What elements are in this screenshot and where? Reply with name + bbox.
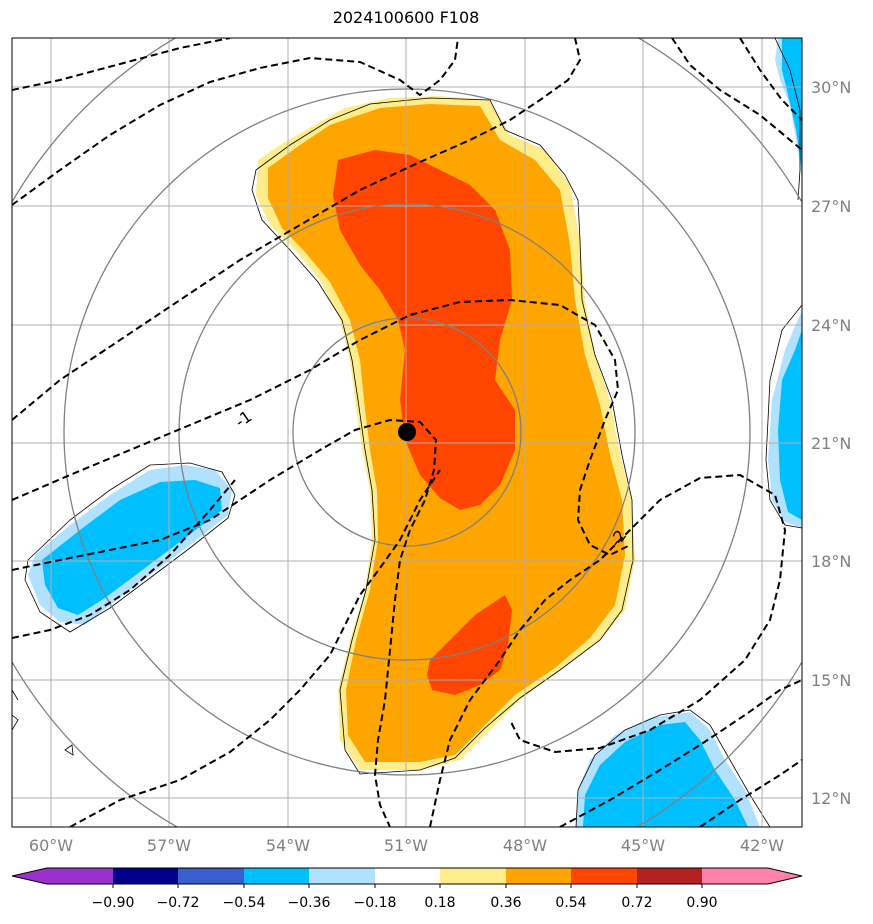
colorbar-label: 0.36 [490, 895, 521, 911]
lat-tick-label: 24°N [811, 316, 851, 335]
colorbar-label: −0.54 [223, 895, 266, 911]
colorbar-segment [571, 868, 637, 884]
lat-tick-label: 30°N [811, 78, 851, 97]
map-plot-area: -1 -2 [12, 38, 802, 827]
lat-tick-label: 18°N [811, 552, 851, 571]
colorbar-segment [702, 868, 768, 884]
dashed-contour-lines [12, 38, 802, 827]
colorbar-label: −0.36 [288, 895, 331, 911]
colorbar-segment [768, 868, 802, 884]
colorbar-label: −0.90 [92, 895, 135, 911]
colorbar-labels: −0.90 −0.72 −0.54 −0.36 −0.18 0.18 0.36 … [92, 895, 718, 911]
longitude-tick-labels: 60°W 57°W 54°W 51°W 48°W 45°W 42°W [29, 836, 784, 855]
colorbar-segment [506, 868, 571, 884]
lat-tick-label: 27°N [811, 197, 851, 216]
range-rings [12, 38, 802, 827]
lon-tick-label: 48°W [503, 836, 547, 855]
lon-tick-label: 51°W [384, 836, 428, 855]
lon-tick-label: 42°W [740, 836, 784, 855]
lon-tick-label: 57°W [147, 836, 191, 855]
lat-tick-label: 21°N [811, 434, 851, 453]
colorbar-label: 0.54 [555, 895, 586, 911]
map-frame [11, 37, 803, 828]
colorbar-segment [244, 868, 309, 884]
colorbar-ticks [112, 884, 703, 888]
colorbar-segment [440, 868, 506, 884]
colorbar-segment [637, 868, 702, 884]
colorbar-label: 0.18 [424, 895, 455, 911]
colorbar-outline [11, 867, 803, 885]
lat-tick-label: 15°N [811, 671, 851, 690]
colorbar-segment [375, 868, 440, 884]
colorbar-segment [47, 868, 113, 884]
latitude-tick-labels: 30°N 27°N 24°N 21°N 18°N 15°N 12°N [811, 78, 851, 808]
colorbar-segment [113, 868, 178, 884]
colorbar-label: 0.72 [621, 895, 652, 911]
colorbar-segment [12, 868, 47, 884]
colorbar: −0.90 −0.72 −0.54 −0.36 −0.18 0.18 0.36 … [11, 867, 803, 911]
colorbar-label: −0.18 [354, 895, 397, 911]
shaded-positive-field [256, 96, 635, 770]
storm-center-marker[interactable] [398, 423, 416, 441]
colorbar-segment [178, 868, 244, 884]
zero-contour-lines [12, 38, 802, 827]
colorbar-label: 0.90 [686, 895, 717, 911]
contour-label-minus-1: -1 [231, 407, 255, 432]
colorbar-label: −0.72 [157, 895, 200, 911]
lat-tick-label: 12°N [811, 789, 851, 808]
map-title: 2024100600 F108 [332, 8, 480, 27]
colorbar-segment [309, 868, 375, 884]
lon-tick-label: 54°W [266, 836, 310, 855]
lon-tick-label: 45°W [621, 836, 665, 855]
lon-tick-label: 60°W [29, 836, 73, 855]
